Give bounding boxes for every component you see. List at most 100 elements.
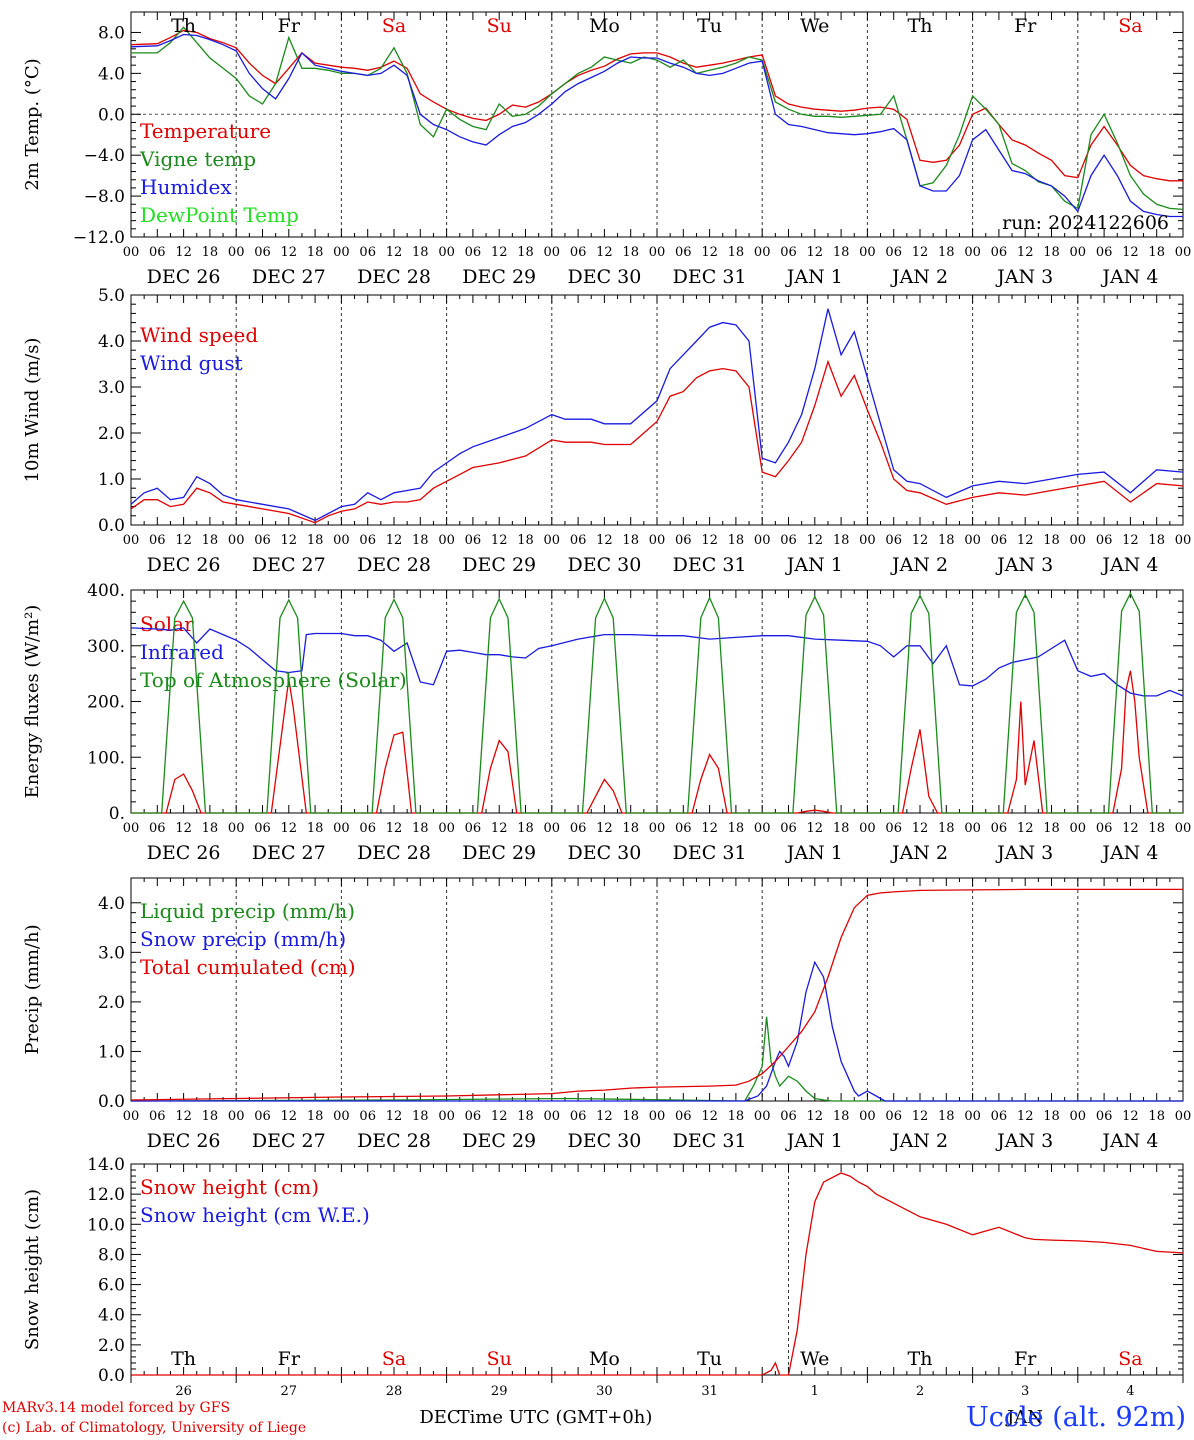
hour-label: 00 xyxy=(123,821,140,836)
legend-entry: Wind speed xyxy=(140,323,258,347)
hour-label: 00 xyxy=(1175,533,1192,548)
day-number: 3 xyxy=(1021,1384,1029,1399)
hour-label: 00 xyxy=(964,821,981,836)
hour-label: 06 xyxy=(465,1109,482,1124)
hour-label: 18 xyxy=(622,821,639,836)
date-label: JAN 1 xyxy=(785,842,843,864)
weekday-label: Fr xyxy=(278,1348,301,1370)
hour-label: 06 xyxy=(1096,1109,1113,1124)
hour-label: 18 xyxy=(307,821,324,836)
hour-label: 12 xyxy=(386,245,403,260)
hour-label: 18 xyxy=(307,245,324,260)
hour-label: 06 xyxy=(254,533,271,548)
weekday-label: We xyxy=(800,15,829,37)
date-label: JAN 1 xyxy=(785,554,843,576)
date-label: DEC 28 xyxy=(357,554,431,576)
weekday-label: Th xyxy=(171,15,196,37)
hour-label: 18 xyxy=(833,821,850,836)
day-number: 28 xyxy=(386,1384,403,1399)
day-number: 31 xyxy=(701,1384,718,1399)
weekday-label: We xyxy=(800,1348,829,1370)
series-line xyxy=(130,1016,1183,1102)
hour-label: 00 xyxy=(228,1109,245,1124)
weekday-label: Sa xyxy=(382,1348,406,1370)
hour-label: 00 xyxy=(1070,821,1087,836)
hour-label: 06 xyxy=(359,245,376,260)
hour-label: 00 xyxy=(964,245,981,260)
y-tick-label: 3.0 xyxy=(98,943,125,963)
legend-entry: Total cumulated (cm) xyxy=(140,955,356,979)
hour-label: 18 xyxy=(412,245,429,260)
date-label: DEC 27 xyxy=(252,1130,326,1152)
y-axis-label: Precip (mm/h) xyxy=(22,924,43,1054)
y-tick-label: 2.0 xyxy=(98,993,125,1013)
chart-panel-2: 0.0 1.0 2.0 3.0 4.0 5.0 10m Wind (m/s) Wind spe… xyxy=(22,286,1191,576)
hour-label: 18 xyxy=(307,1109,324,1124)
date-label: DEC 28 xyxy=(357,1130,431,1152)
hour-label: 18 xyxy=(938,245,955,260)
hour-label: 18 xyxy=(728,1109,745,1124)
y-tick-label: 4.0 xyxy=(98,64,125,84)
hour-label: 00 xyxy=(1070,1109,1087,1124)
hour-label: 06 xyxy=(1096,245,1113,260)
hour-label: 00 xyxy=(438,821,455,836)
day-number: 30 xyxy=(596,1384,613,1399)
y-tick-label: 2.0 xyxy=(98,424,125,444)
hour-label: 00 xyxy=(754,1109,771,1124)
hour-label: 12 xyxy=(281,1109,298,1124)
hour-label: 12 xyxy=(491,245,508,260)
hour-label: 12 xyxy=(596,533,613,548)
hour-label: 18 xyxy=(728,245,745,260)
y-tick-label: 4.0 xyxy=(98,894,125,914)
date-label: JAN 4 xyxy=(1100,554,1158,576)
hour-label: 18 xyxy=(1148,245,1165,260)
y-tick-label: 0.0 xyxy=(98,1366,125,1386)
hour-label: 06 xyxy=(885,533,902,548)
hour-label: 18 xyxy=(728,821,745,836)
legend-entry: Top of Atmosphere (Solar) xyxy=(140,668,407,692)
date-label: DEC 31 xyxy=(673,266,747,288)
hour-label: 12 xyxy=(175,1109,192,1124)
series-line xyxy=(131,960,1183,1102)
hour-label: 12 xyxy=(491,533,508,548)
series-line xyxy=(130,627,1184,697)
hour-label: 18 xyxy=(412,533,429,548)
hour-label: 06 xyxy=(149,245,166,260)
hour-label: 00 xyxy=(964,533,981,548)
hour-label: 18 xyxy=(833,245,850,260)
hour-label: 12 xyxy=(912,1109,929,1124)
hour-label: 00 xyxy=(859,821,876,836)
x-axis-title: Time UTC (GMT+0h) xyxy=(458,1407,653,1428)
series-line xyxy=(131,26,1184,211)
hour-label: 06 xyxy=(254,245,271,260)
hour-label: 18 xyxy=(1148,821,1165,836)
hour-label: 00 xyxy=(1175,821,1192,836)
hour-label: 12 xyxy=(596,245,613,260)
hour-label: 18 xyxy=(307,533,324,548)
y-tick-label: 10.0 xyxy=(87,1215,125,1235)
hour-label: 00 xyxy=(649,821,666,836)
hour-label: 18 xyxy=(938,533,955,548)
hour-label: 12 xyxy=(1122,1109,1139,1124)
hour-label: 06 xyxy=(675,245,692,260)
hour-label: 06 xyxy=(359,533,376,548)
hour-label: 06 xyxy=(570,245,587,260)
hour-label: 12 xyxy=(175,245,192,260)
y-tick-label: 0.0 xyxy=(98,105,125,125)
series-line xyxy=(130,888,1183,1101)
series-line xyxy=(130,359,1184,524)
y-tick-label: −4.0 xyxy=(84,146,125,166)
series-line xyxy=(130,308,1184,522)
hour-label: 06 xyxy=(991,533,1008,548)
y-tick-label: −12.0 xyxy=(73,228,125,248)
legend-entry: Liquid precip (mm/h) xyxy=(140,899,355,923)
series-line xyxy=(131,591,1183,814)
hour-label: 12 xyxy=(596,821,613,836)
hour-label: 12 xyxy=(596,1109,613,1124)
y-tick-label: 4.0 xyxy=(98,332,125,352)
hour-label: 06 xyxy=(780,245,797,260)
legend-entry: DewPoint Temp xyxy=(140,203,299,227)
y-tick-label: 0.0 xyxy=(98,516,125,536)
date-label: DEC 29 xyxy=(462,842,536,864)
hour-label: 00 xyxy=(333,1109,350,1124)
